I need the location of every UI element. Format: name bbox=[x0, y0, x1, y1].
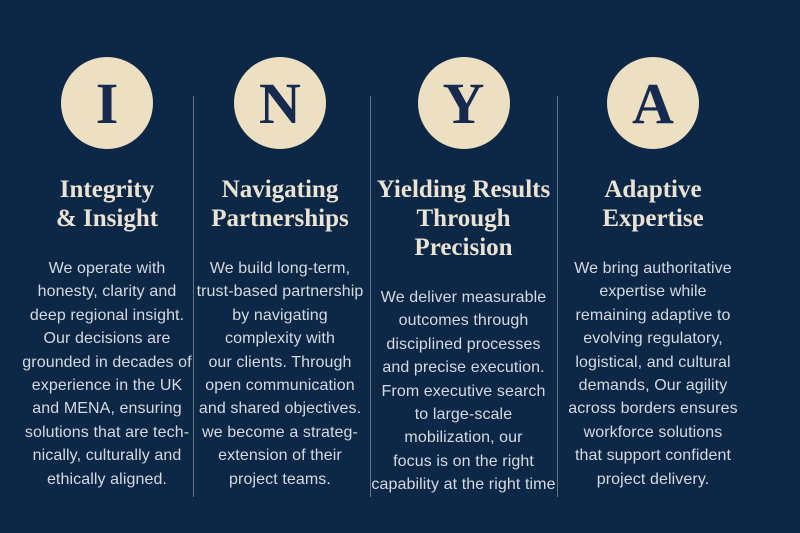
column-divider-1 bbox=[193, 96, 194, 497]
initial-badge-a: A bbox=[607, 57, 699, 149]
column-heading-integrity: Integrity & Insight bbox=[55, 176, 159, 232]
column-divider-3 bbox=[557, 96, 558, 497]
initial-badge-y: Y bbox=[417, 57, 510, 149]
column-heading-partnerships: Navigating Partnerships bbox=[211, 176, 349, 232]
initial-letter-y: Y bbox=[442, 71, 485, 136]
value-column-integrity: I Integrity & Insight We operate with ho… bbox=[12, 0, 202, 491]
column-heading-expertise: Adaptive Expertise bbox=[602, 176, 704, 232]
column-body-expertise: We bring authoritative expertise while r… bbox=[568, 260, 738, 488]
initial-badge-i: I bbox=[61, 57, 153, 149]
value-column-precision: Y Yielding Results Through Precision We … bbox=[370, 0, 557, 497]
initial-letter-n: N bbox=[259, 71, 301, 136]
column-body-partnerships: We build long-term, trust-based partners… bbox=[196, 260, 364, 488]
initial-letter-a: A bbox=[632, 71, 674, 136]
initial-letter-i: I bbox=[95, 71, 119, 136]
column-body-precision: We deliver measurable outcomes through d… bbox=[371, 289, 556, 494]
column-divider-2 bbox=[370, 96, 371, 497]
value-column-expertise: A Adaptive Expertise We bring authoritat… bbox=[557, 0, 749, 491]
value-column-partnerships: N Navigating Partnerships We build long-… bbox=[188, 0, 372, 491]
initial-badge-n: N bbox=[234, 57, 326, 149]
column-heading-precision: Yielding Results Through Precision bbox=[376, 176, 551, 261]
column-body-integrity: We operate with honesty, clarity and dee… bbox=[22, 260, 192, 488]
